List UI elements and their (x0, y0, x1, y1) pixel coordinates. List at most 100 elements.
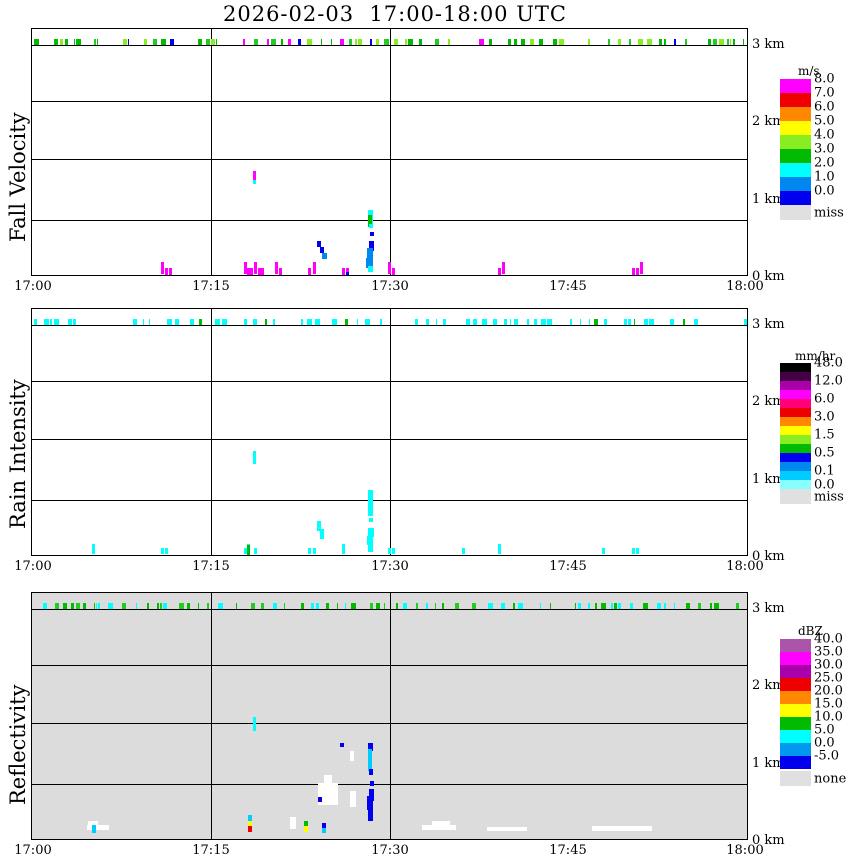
colorbar-tick-label: 15.0 (814, 696, 843, 712)
data-pixel (98, 603, 100, 609)
data-pixel (632, 548, 635, 554)
data-pixel (248, 821, 252, 826)
data-pixel (308, 268, 311, 275)
colorbar-band (780, 408, 811, 417)
colorbar-band (780, 363, 811, 372)
data-pixel (92, 825, 96, 833)
data-pixel (636, 548, 639, 554)
data-pixel (365, 319, 370, 325)
data-pixel (358, 39, 362, 45)
data-pixel (273, 603, 277, 609)
data-pixel (165, 268, 168, 275)
data-pixel (489, 39, 492, 45)
data-pixel (357, 319, 358, 325)
data-pixel (368, 807, 373, 821)
data-pixel (317, 521, 321, 531)
data-pixel (206, 39, 210, 45)
data-pixel (575, 603, 576, 609)
data-pixel (96, 603, 97, 609)
data-pixel (559, 39, 564, 45)
colorbar-band (780, 717, 811, 730)
data-pixel (179, 603, 184, 609)
ytick-2km-p2: 2 km (752, 394, 785, 409)
data-pixel (313, 548, 316, 554)
data-pixel (261, 603, 264, 609)
colorbar-band (780, 444, 811, 453)
gridline-mid (32, 220, 747, 222)
colorbar-band (780, 93, 811, 107)
gridline-mid (32, 500, 747, 502)
data-pixel (487, 827, 527, 831)
data-pixel (553, 39, 557, 45)
panel-title-reflectivity: Reflectivity (6, 684, 30, 805)
data-pixel (198, 603, 199, 609)
data-pixel (322, 828, 326, 833)
colorbar-band (780, 107, 811, 121)
data-pixel (254, 548, 257, 554)
data-pixel (147, 603, 149, 609)
data-pixel (638, 39, 643, 45)
data-pixel (370, 39, 372, 45)
colorbar-tick-label: 3.0 (814, 409, 835, 425)
data-pixel (342, 268, 345, 275)
data-pixel (518, 603, 523, 609)
colorbar-band (780, 665, 811, 678)
colorbar-band (780, 79, 811, 93)
data-pixel (261, 268, 264, 275)
data-pixel (165, 548, 168, 554)
data-pixel (405, 39, 407, 45)
data-pixel (369, 224, 373, 228)
data-pixel (318, 783, 338, 805)
ytick-3km-p2: 3 km (752, 317, 785, 332)
data-pixel (290, 817, 296, 829)
data-pixel (388, 262, 391, 274)
data-pixel (513, 603, 515, 609)
colorbar-unit-dbz: dBZ (798, 624, 823, 638)
data-pixel (346, 268, 349, 275)
data-pixel (157, 603, 159, 609)
colorbar-band (780, 435, 811, 444)
colorbar-tick-label: 3.0 (814, 141, 835, 157)
data-pixel (636, 268, 639, 275)
data-pixel (657, 603, 661, 609)
colorbar-band (780, 426, 811, 435)
data-pixel (448, 39, 450, 45)
data-pixel (251, 603, 255, 609)
data-pixel (144, 39, 147, 45)
data-pixel (253, 451, 256, 464)
data-pixel (222, 319, 227, 325)
data-pixel (608, 39, 610, 45)
data-pixel (614, 603, 617, 609)
data-pixel (592, 826, 652, 831)
gridline-1km (32, 723, 747, 725)
data-pixel (435, 39, 439, 45)
data-pixel (628, 319, 631, 325)
colorbar-band (780, 652, 811, 665)
colorbar-band (780, 678, 811, 691)
data-pixel (76, 603, 80, 609)
colorbar-band (780, 756, 811, 769)
data-pixel (92, 544, 95, 554)
data-pixel (244, 548, 247, 554)
data-pixel (443, 319, 446, 325)
data-pixel (161, 262, 164, 274)
colorbar-tick-label: 1.5 (814, 427, 835, 443)
data-pixel (629, 39, 631, 45)
colorbar-tick-label: 4.0 (814, 127, 835, 143)
xtick-1800-p1: 18:00 (726, 279, 764, 294)
data-pixel (345, 603, 346, 609)
gridline-1km (32, 439, 747, 441)
data-pixel (422, 825, 456, 830)
data-pixel (342, 544, 345, 554)
data-pixel (604, 319, 607, 325)
xtick-1715-p3: 17:15 (192, 843, 230, 858)
data-pixel (265, 319, 267, 325)
colorbar-band (780, 730, 811, 743)
data-pixel (346, 272, 349, 275)
gridline-1715 (211, 593, 213, 839)
colorbar-miss-swatch-p1 (780, 205, 811, 220)
data-pixel (595, 603, 597, 609)
data-pixel (54, 39, 58, 45)
data-pixel (369, 241, 374, 251)
colorbar-rain-intensity (780, 363, 811, 489)
